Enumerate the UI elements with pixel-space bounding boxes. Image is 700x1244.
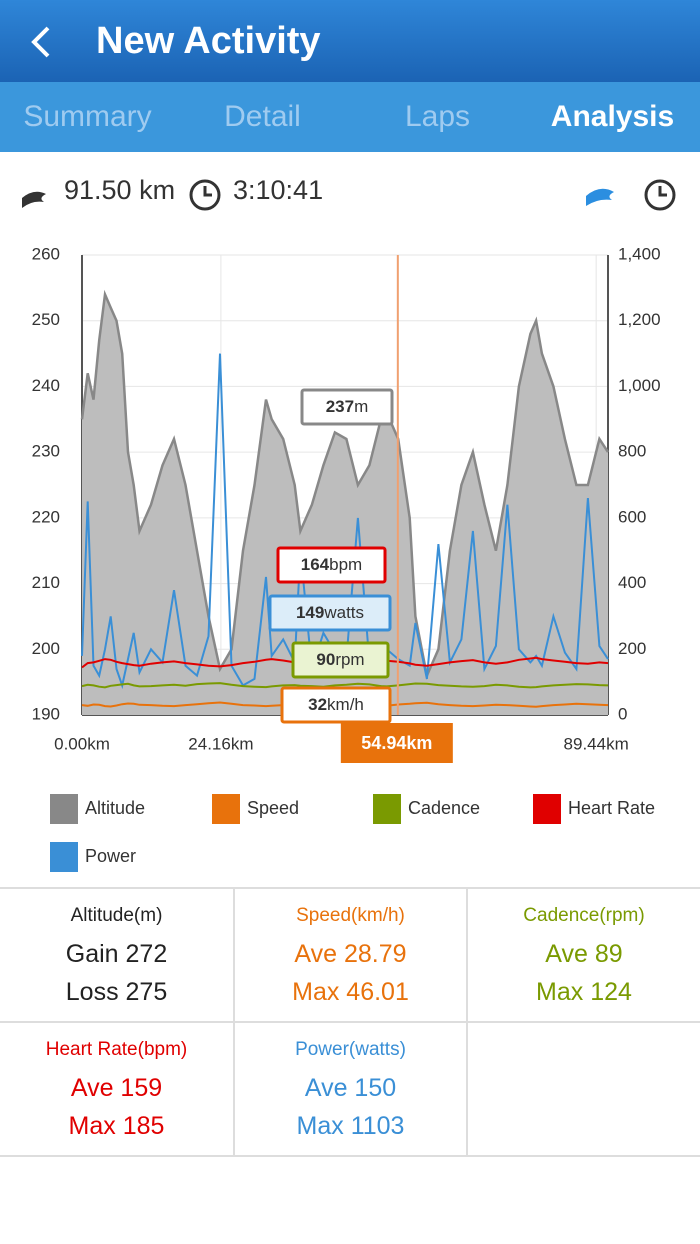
legend-label: Altitude [85, 798, 145, 818]
y-tick-label: 250 [32, 310, 60, 329]
stat-title: Speed(km/h) [296, 905, 405, 926]
distance-toggle[interactable] [586, 188, 614, 206]
stats-table: Altitude(m) Gain 272 Loss 275 Speed(km/h) Av… [0, 887, 700, 1157]
tooltip-box [280, 686, 392, 724]
tooltip-unit: watts [323, 603, 364, 622]
tooltip-value: 164 [301, 555, 330, 574]
summary-duration: 3:10:41 [233, 175, 323, 205]
legend-swatch [50, 842, 78, 872]
header-title: New Activity [96, 20, 321, 62]
stat-line: Ave 159 [70, 1074, 163, 1102]
y-tick-label: 220 [32, 507, 60, 526]
tooltip-text: 90rpm [316, 650, 364, 669]
y2-tick-label: 200 [618, 639, 646, 658]
y-tick-label: 230 [32, 442, 60, 461]
tooltip-text: 164bpm [301, 555, 362, 574]
stat-line: Ave 150 [304, 1074, 397, 1102]
legend-label: Cadence [408, 798, 480, 818]
distance-icon [22, 191, 46, 208]
stat-line: Loss 275 [65, 978, 168, 1006]
tooltip-text: 149watts [296, 603, 364, 622]
tooltip-value: 32 [308, 695, 327, 714]
tooltip-unit: m [354, 397, 368, 416]
time-toggle[interactable] [644, 179, 676, 211]
y2-tick-label: 1,000 [618, 376, 661, 395]
stat-cell: Speed(km/h) Ave 28.79 Max 46.01 [235, 889, 468, 1023]
y2-tick-label: 1,400 [618, 244, 661, 263]
legend-swatch [50, 794, 78, 824]
stat-line: Max 46.01 [292, 978, 409, 1006]
tooltip-value: 149 [296, 603, 324, 622]
legend-swatch [533, 794, 561, 824]
series-line [80, 289, 610, 680]
stat-cell: Altitude(m) Gain 272 Loss 275 [0, 889, 235, 1023]
y-tick-label: 200 [32, 639, 60, 658]
y-tick-label: 260 [32, 244, 60, 263]
clock-icon [189, 179, 221, 211]
stat-title: Power(watts) [295, 1039, 406, 1060]
y-tick-label: 240 [32, 376, 60, 395]
x-tick-label: 89.44km [564, 734, 629, 753]
tooltip: 164bpm [276, 546, 387, 584]
tab[interactable]: Summary [23, 100, 152, 133]
tooltip-box [268, 594, 392, 632]
y-tick-label: 190 [32, 704, 60, 723]
stat-line: Ave 28.79 [294, 940, 407, 968]
stat-title: Altitude(m) [70, 905, 163, 926]
y-tick-label: 210 [32, 573, 60, 592]
stat-cell: Heart Rate(bpm) Ave 159 Max 185 [0, 1023, 235, 1157]
legend-swatch [373, 794, 401, 824]
header: New Activity [0, 0, 700, 82]
y2-tick-label: 1,200 [618, 310, 661, 329]
area-fill [82, 294, 608, 715]
tooltip-unit: rpm [335, 650, 364, 669]
back-button[interactable] [28, 24, 52, 60]
tooltip: 149watts [268, 594, 392, 632]
tooltip-unit: km/h [327, 695, 364, 714]
tooltip-box [276, 546, 387, 584]
x-tick-label: 0.00km [54, 734, 110, 753]
stat-line: Max 185 [68, 1112, 165, 1140]
tooltip-value: 237 [326, 397, 354, 416]
summary-distance: 91.50 km [64, 175, 175, 205]
tooltip-value: 90 [316, 650, 335, 669]
legend-label: Power [85, 846, 136, 866]
tooltip-box [291, 641, 390, 679]
tooltip-unit: bpm [329, 555, 362, 574]
legend-swatch [212, 794, 240, 824]
series-line [81, 353, 609, 690]
y2-tick-label: 600 [618, 507, 646, 526]
stat-line: Ave 89 [545, 940, 623, 968]
tab[interactable]: Detail [224, 100, 301, 133]
tooltip-box [300, 388, 394, 426]
stat-line: Max 124 [536, 978, 632, 1006]
tooltip: 32km/h [280, 686, 392, 724]
x-tick-label: 24.16km [188, 734, 253, 753]
cursor-label: 54.94km [361, 733, 432, 753]
legend-label: Heart Rate [568, 798, 655, 818]
tooltip-text: 237m [326, 397, 369, 416]
tab[interactable]: Analysis [550, 100, 675, 133]
tooltip: 237m [300, 388, 394, 426]
tooltip-text: 32km/h [308, 695, 364, 714]
y2-tick-label: 0 [618, 704, 627, 723]
empty-cell [468, 1023, 700, 1157]
y2-tick-label: 800 [618, 442, 646, 461]
chart: 91.50 km 3:10:41 190 200 210 220 230 240 250 26… [22, 175, 676, 872]
stat-title: Heart Rate(bpm) [45, 1039, 188, 1060]
tooltip: 90rpm [291, 641, 390, 679]
tab-bar: Summary Detail Laps Analysis [0, 82, 700, 152]
tab[interactable]: Laps [404, 100, 471, 133]
stat-line: Max 1103 [296, 1112, 405, 1140]
y2-tick-label: 400 [618, 573, 646, 592]
stat-cell: Cadence(rpm) Ave 89 Max 124 [468, 889, 700, 1023]
cursor-label-box [340, 723, 453, 763]
stat-cell: Power(watts) Ave 150 Max 1103 [235, 1023, 468, 1157]
stat-line: Gain 272 [65, 940, 168, 968]
stat-title: Cadence(rpm) [523, 905, 645, 926]
legend-label: Speed [247, 798, 299, 818]
